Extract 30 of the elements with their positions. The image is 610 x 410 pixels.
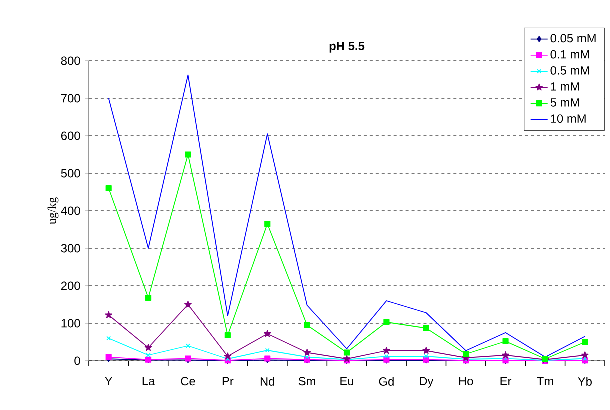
x-tick-label: Sm [298, 377, 316, 386]
x-tick-label: Gd [379, 377, 394, 386]
y-axis-title: ug/kg [48, 198, 59, 224]
legend-label: 0.1 mM [550, 50, 590, 59]
x-tick-label: La [142, 377, 156, 386]
x-tick-label: Pr [222, 377, 234, 386]
y-tick-label: 100 [62, 319, 80, 328]
chart-title: pH 5.5 [330, 42, 365, 53]
y-tick-label: 300 [61, 244, 80, 253]
y-tick-label: 200 [61, 282, 80, 290]
y-tick-label: 0 [74, 356, 80, 366]
y-tick-label: 600 [61, 132, 80, 140]
x-tick-label: Y [105, 377, 113, 386]
x-tick-label: Dy [420, 377, 434, 388]
x-tick-label: Yb [578, 377, 592, 386]
y-tick-label: 800 [61, 56, 80, 66]
legend-label: 0.05 mM [550, 34, 596, 43]
legend-label: 10 mM [551, 114, 586, 124]
x-tick-label: Ce [181, 377, 196, 386]
x-tick-label: Ho [459, 377, 474, 386]
legend-label: 5 mM [550, 98, 580, 107]
legend-label: 0.5 mM [550, 66, 590, 75]
x-tick-label: Er [500, 377, 512, 386]
x-tick-label: Eu [340, 377, 354, 386]
x-tick-label: Nd [260, 377, 274, 386]
y-tick-label: 500 [61, 169, 80, 178]
y-tick-label: 400 [61, 206, 80, 216]
y-tick-label: 700 [61, 94, 80, 103]
x-tick-label: Tm [537, 377, 554, 386]
legend-label: 1 mM [551, 82, 580, 91]
